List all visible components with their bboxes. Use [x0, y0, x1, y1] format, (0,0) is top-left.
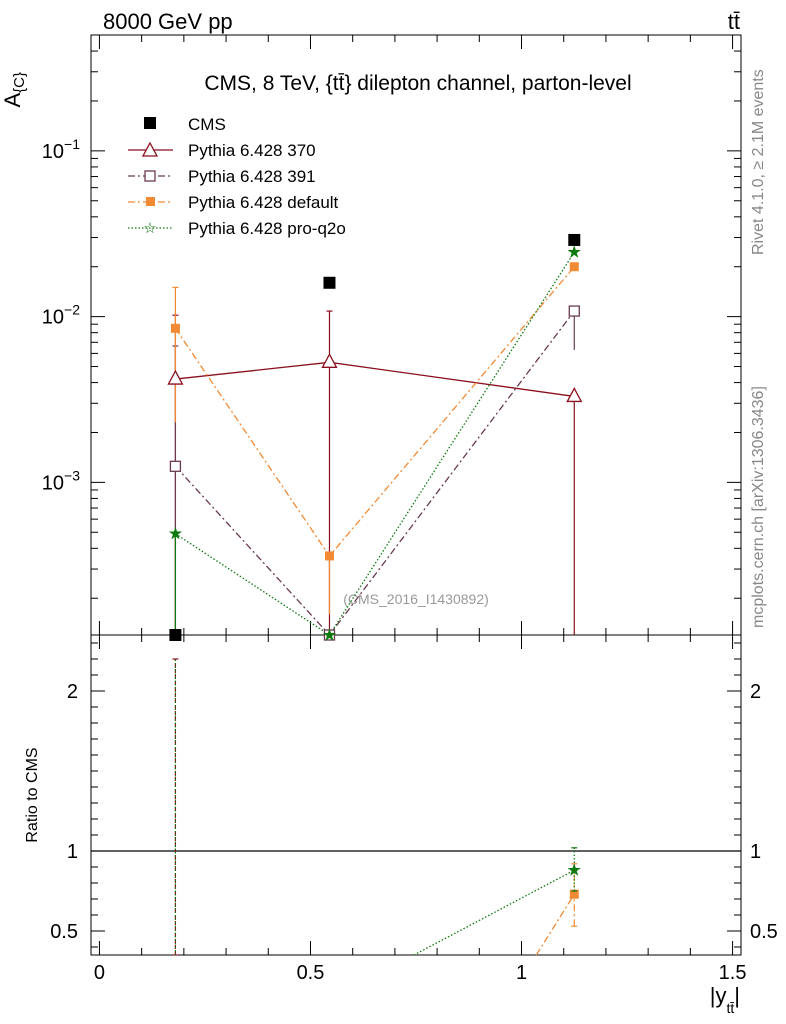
ratio-axes: 0 0.5 1 1.50.5 0.51 12 2	[50, 621, 778, 984]
data-point	[321, 352, 338, 368]
series-line	[175, 251, 575, 636]
watermark-label: (CMS_2016_I1430892)	[343, 591, 489, 607]
ratio-y-tick-label-right: 2	[750, 681, 761, 703]
main-ylabel: A{C}	[0, 72, 28, 108]
xlabel-sub: tt̄	[727, 1000, 735, 1016]
data-point: ★	[568, 244, 582, 261]
ratio-data-point: ★	[568, 862, 582, 879]
ratio-y-tick-label-right: 1	[750, 841, 761, 863]
data-point: ★	[169, 526, 183, 543]
ratio-y-tick-label-right: 0.5	[750, 921, 778, 943]
data-point	[169, 460, 182, 472]
xlabel-y: |y	[710, 983, 727, 1008]
y-tick-base: 10	[42, 472, 64, 494]
data-point	[323, 276, 336, 289]
header-process-label: tt̄	[728, 9, 740, 34]
data-point: ★	[323, 627, 337, 644]
data-point	[569, 262, 579, 272]
ratio-y-tick-label-left: 2	[67, 681, 78, 703]
series-line	[174, 310, 575, 637]
y-tick-exponent: −2	[64, 302, 80, 318]
legend-pdefault-marker	[146, 197, 155, 206]
ratio-frame	[90, 634, 742, 956]
y-tick-label: 10−2	[42, 302, 80, 329]
header-energy-label: 8000 GeV pp	[103, 9, 233, 34]
data-point	[170, 323, 180, 333]
data-point	[169, 629, 182, 641]
ratio-ylabel: Ratio to CMS	[24, 747, 41, 842]
legend-p391-label: Pythia 6.428 391	[188, 167, 316, 186]
ratio-y-tick-label-left: 1	[67, 841, 78, 863]
y-tick-exponent: −1	[64, 136, 80, 152]
ratio-series-line	[535, 893, 575, 956]
legend: CMS Pythia 6.428 370 Pythia 6.428 391 Py…	[128, 115, 346, 238]
y-tick-label: 10−3	[42, 467, 80, 494]
legend-pq2o-label: Pythia 6.428 pro-q2o	[188, 219, 346, 238]
ylabel-a: A	[0, 93, 25, 108]
xlabel-bar: |	[734, 983, 740, 1008]
x-tick-label: 1.5	[719, 962, 747, 984]
data-point	[568, 233, 581, 246]
data-point	[323, 629, 336, 641]
y-tick-base: 10	[42, 307, 64, 329]
x-tick-label: 1	[516, 962, 527, 984]
legend-pdefault-label: Pythia 6.428 default	[188, 193, 339, 212]
y-tick-exponent: −3	[64, 467, 80, 483]
plot-title: CMS, 8 TeV, {tt̄} dilepton channel, part…	[204, 72, 631, 95]
main-series: ★ ★ ★	[167, 233, 583, 644]
legend-p370-marker	[141, 141, 159, 157]
data-point	[566, 387, 583, 403]
legend-cms-label: CMS	[188, 115, 226, 134]
ratio-y-tick-label-left: 0.5	[50, 921, 78, 943]
legend-cms-marker	[144, 117, 156, 129]
legend-pq2o-marker: ☆	[143, 220, 156, 237]
ratio-series-line	[413, 869, 575, 956]
xlabel: |ytt̄|	[710, 983, 740, 1016]
data-point	[568, 305, 580, 317]
legend-p391-marker	[144, 170, 156, 182]
data-point	[324, 551, 334, 561]
ylabel-sub: {C}	[11, 72, 28, 93]
series-line	[174, 266, 575, 557]
x-tick-label: 0	[94, 962, 105, 984]
main-axes: 10−310−210−1	[42, 34, 741, 599]
ratio-data-point	[569, 889, 579, 899]
y-tick-label: 10−1	[42, 136, 80, 163]
series-line	[175, 361, 575, 398]
y-tick-base: 10	[42, 141, 64, 163]
legend-p370-label: Pythia 6.428 370	[188, 141, 316, 160]
data-point	[167, 369, 184, 385]
mcplots-label: mcplots.cern.ch [arXiv:1306.3436]	[750, 386, 767, 628]
x-tick-label: 0.5	[297, 962, 325, 984]
rivet-label: Rivet 4.1.0, ≥ 2.1M events	[750, 69, 767, 255]
ratio-series: ★	[172, 658, 582, 956]
